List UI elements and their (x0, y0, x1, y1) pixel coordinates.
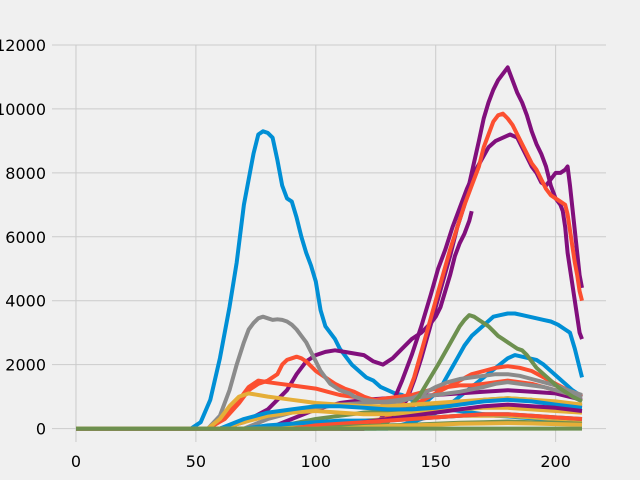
x-tick-label: 0 (71, 452, 81, 471)
x-tick-label: 50 (186, 452, 206, 471)
y-tick-label: 6000 (5, 228, 46, 247)
series-line (76, 412, 583, 431)
series-line (76, 314, 583, 431)
y-tick-label: 12000 (0, 36, 46, 55)
y-tick-label: 8000 (5, 164, 46, 183)
x-tick-label: 100 (301, 452, 332, 471)
y-tick-labels: 0 2000 4000 6000 8000 10000 12000 (0, 36, 46, 439)
series-line (76, 313, 583, 431)
x-tick-label: 150 (420, 452, 451, 471)
series-line (76, 111, 584, 431)
series-line (76, 405, 583, 431)
series-lines (76, 65, 584, 431)
y-tick-label: 0 (36, 420, 46, 439)
y-tick-label: 4000 (5, 292, 46, 311)
x-tick-labels: 0 50 100 150 200 (71, 452, 571, 471)
series-line (76, 132, 584, 431)
series-line (76, 354, 583, 431)
y-tick-label: 10000 (0, 100, 46, 119)
y-tick-label: 2000 (5, 356, 46, 375)
series-line (76, 397, 583, 431)
series-line (76, 210, 474, 431)
x-gridlines (75, 45, 557, 442)
x-tick-label: 200 (540, 452, 571, 471)
